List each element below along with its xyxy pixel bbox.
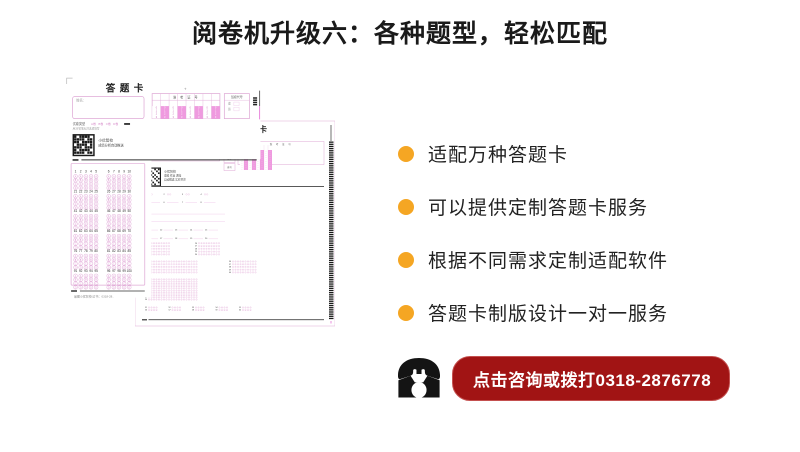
svg-text:94: 94 (89, 269, 93, 273)
svg-text:76: 76 (74, 249, 78, 253)
svg-text:98: 98 (117, 269, 121, 273)
svg-text:46: 46 (107, 209, 111, 213)
svg-text:25: 25 (94, 189, 98, 193)
svg-text:79: 79 (89, 249, 93, 253)
svg-text:99: 99 (122, 269, 126, 273)
svg-text:83: 83 (117, 249, 121, 253)
svg-text:C卷: C卷 (106, 121, 111, 126)
svg-text:62: 62 (79, 229, 83, 233)
svg-text:100: 100 (127, 269, 133, 273)
svg-text:用2B铅笔标注选项填写: 用2B铅笔标注选项填写 (73, 127, 100, 131)
svg-text:80: 80 (94, 249, 98, 253)
svg-text:23: 23 (84, 189, 88, 193)
svg-text:92: 92 (79, 269, 83, 273)
svg-text:答题卡: 答题卡 (105, 82, 148, 94)
svg-text:91: 91 (74, 269, 78, 273)
svg-text:41: 41 (74, 209, 78, 213)
svg-text:5: 5 (95, 169, 97, 173)
svg-text:61: 61 (74, 229, 78, 233)
svg-text:77: 77 (79, 249, 83, 253)
svg-text:6: 6 (108, 169, 110, 173)
svg-text:93: 93 (84, 269, 88, 273)
svg-text:26: 26 (107, 189, 111, 193)
svg-text:A卷: A卷 (91, 121, 96, 126)
svg-text:47: 47 (112, 209, 116, 213)
svg-text:97: 97 (112, 269, 116, 273)
svg-text:+: + (184, 87, 187, 92)
svg-text:81: 81 (107, 249, 111, 253)
svg-text:2: 2 (80, 169, 82, 173)
svg-text:45: 45 (94, 209, 98, 213)
svg-text:95: 95 (94, 269, 98, 273)
svg-text:69: 69 (122, 229, 126, 233)
svg-text:27: 27 (112, 189, 116, 193)
svg-text:30: 30 (128, 189, 132, 193)
svg-text:44: 44 (89, 209, 93, 213)
svg-text:3: 3 (85, 169, 87, 173)
svg-text:班: 班 (228, 107, 231, 111)
svg-text:42: 42 (79, 209, 83, 213)
svg-text:78: 78 (84, 249, 88, 253)
svg-text:85: 85 (128, 249, 132, 253)
svg-text:66: 66 (107, 229, 111, 233)
svg-text:试卷类型: 试卷类型 (73, 121, 86, 126)
svg-text:22: 22 (79, 189, 83, 193)
svg-text:68: 68 (117, 229, 121, 233)
svg-text:29: 29 (122, 189, 126, 193)
svg-text:82: 82 (112, 249, 116, 253)
svg-text:7: 7 (113, 169, 115, 173)
svg-text:65: 65 (94, 229, 98, 233)
svg-text:D卷: D卷 (113, 121, 118, 126)
svg-text:成: 成 (228, 102, 231, 106)
svg-text:B卷: B卷 (98, 121, 103, 126)
svg-text:1: 1 (75, 169, 77, 173)
svg-text:班级代号: 班级代号 (231, 94, 243, 99)
svg-text:67: 67 (112, 229, 116, 233)
svg-text:84: 84 (122, 249, 126, 253)
svg-text:63: 63 (84, 229, 88, 233)
svg-text:49: 49 (122, 209, 126, 213)
svg-text:50: 50 (128, 209, 132, 213)
svg-text:8: 8 (118, 169, 120, 173)
svg-text:姓名：: 姓名： (76, 98, 86, 103)
svg-text:70: 70 (128, 229, 132, 233)
svg-text:24: 24 (89, 189, 93, 193)
svg-text:9: 9 (123, 169, 125, 173)
svg-text:64: 64 (89, 229, 93, 233)
svg-text:48: 48 (117, 209, 121, 213)
svg-text:品图小优智校(订书：0318-28..: 品图小优智校(订书：0318-28.. (74, 294, 114, 299)
svg-text:28: 28 (117, 189, 121, 193)
svg-text:21: 21 (74, 189, 78, 193)
svg-text:小优智校: 小优智校 (98, 137, 113, 142)
svg-text:10: 10 (128, 169, 132, 173)
svg-text:96: 96 (107, 269, 111, 273)
svg-text:成绩分析自动推送: 成绩分析自动推送 (98, 143, 124, 148)
svg-text:43: 43 (84, 209, 88, 213)
svg-text:4: 4 (90, 169, 92, 173)
